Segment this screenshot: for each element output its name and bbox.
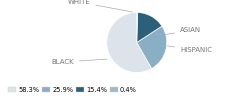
Wedge shape: [137, 12, 138, 42]
Text: BLACK: BLACK: [51, 59, 107, 65]
Text: HISPANIC: HISPANIC: [167, 46, 212, 53]
Wedge shape: [137, 12, 162, 42]
Wedge shape: [107, 12, 152, 72]
Legend: 58.3%, 25.9%, 15.4%, 0.4%: 58.3%, 25.9%, 15.4%, 0.4%: [6, 84, 140, 96]
Text: WHITE: WHITE: [67, 0, 132, 12]
Text: ASIAN: ASIAN: [165, 28, 201, 35]
Wedge shape: [137, 26, 167, 68]
